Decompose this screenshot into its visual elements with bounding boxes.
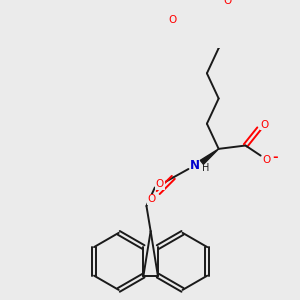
Text: O: O <box>261 119 269 130</box>
Text: O: O <box>156 179 164 189</box>
Text: -: - <box>272 151 278 164</box>
Text: O: O <box>262 155 271 165</box>
Text: N: N <box>190 159 200 172</box>
Text: O: O <box>168 15 177 25</box>
Text: O: O <box>224 0 232 6</box>
Text: H: H <box>202 163 209 173</box>
Text: O: O <box>147 194 156 204</box>
Polygon shape <box>200 149 219 164</box>
